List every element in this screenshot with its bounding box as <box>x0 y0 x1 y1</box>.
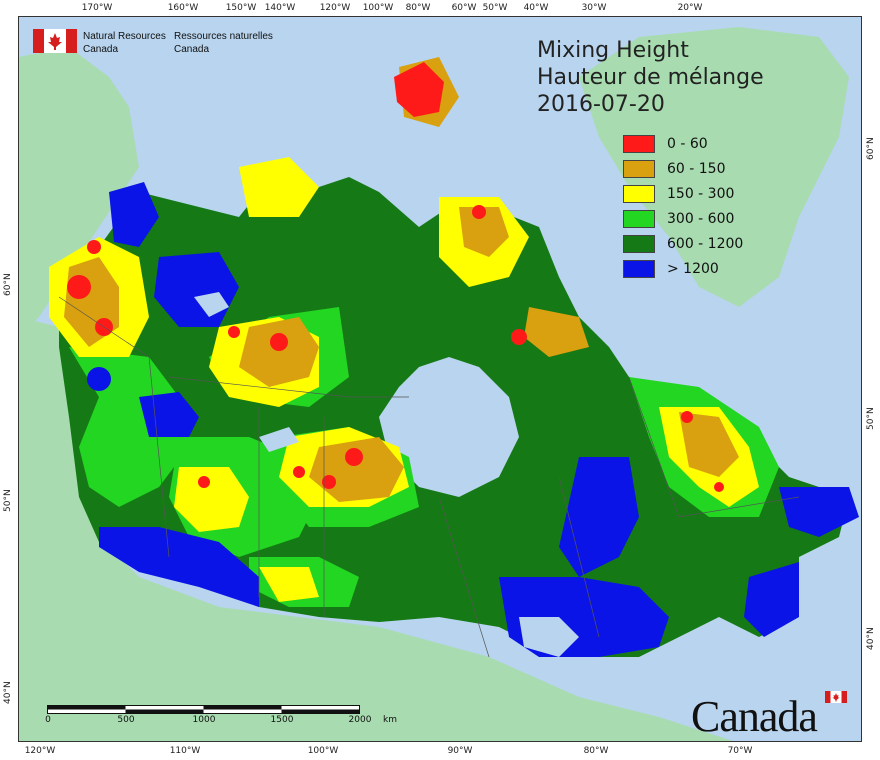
scale-label-2000: 2000 <box>348 715 372 725</box>
map-title: Mixing Height Hauteur de mélange 2016-07… <box>537 37 764 118</box>
land-alaska-west <box>19 47 139 337</box>
mixing-height-map <box>19 17 861 741</box>
top-tick-150w: 150°W <box>225 3 257 13</box>
region-0-60-spot <box>198 476 210 488</box>
scale-label-500: 500 <box>117 715 135 725</box>
bottom-tick-80w: 80°W <box>583 746 609 756</box>
region-150-300-alberta <box>174 467 249 532</box>
region-0-60-spot <box>714 482 724 492</box>
region-gt-1200-maritimes <box>744 562 799 637</box>
region-0-60-spot <box>472 205 486 219</box>
bottom-tick-70w: 70°W <box>727 746 753 756</box>
legend-label: 600 - 1200 <box>667 236 744 252</box>
great-lakes <box>519 617 579 657</box>
agency-name-en: Natural Resources Canada <box>83 30 166 56</box>
scale-label-1500: 1500 <box>270 715 294 725</box>
legend-label: 60 - 150 <box>667 161 726 177</box>
region-0-60-spot <box>511 329 527 345</box>
region-gt-1200-spot <box>87 367 111 391</box>
region-gt-1200-arctic <box>109 182 159 247</box>
legend-label: 300 - 600 <box>667 211 735 227</box>
bottom-tick-90w: 90°W <box>447 746 473 756</box>
region-60-150-nwt <box>239 317 319 387</box>
canada-flag-icon <box>33 29 77 53</box>
top-tick-80w: 80°W <box>405 3 431 13</box>
hudson-bay <box>379 357 519 497</box>
region-0-60-spot <box>228 326 240 338</box>
legend-swatch <box>623 235 655 253</box>
region-0-60-spot <box>67 275 91 299</box>
region-0-60-spot <box>270 333 288 351</box>
legend-swatch <box>623 210 655 228</box>
region-gt-1200-quebec <box>559 457 639 577</box>
top-tick-120w: 120°W <box>319 3 351 13</box>
left-tick-60n: 60°N <box>3 273 13 296</box>
scale-bar: 0 500 1000 1500 2000 km <box>45 705 397 729</box>
top-tick-50w: 50°W <box>482 3 508 13</box>
land-usa <box>19 317 733 741</box>
scale-label-0: 0 <box>45 715 51 725</box>
legend-label: 150 - 300 <box>667 186 735 202</box>
top-tick-30w: 30°W <box>581 3 607 13</box>
great-bear-lake <box>194 292 229 317</box>
bottom-tick-120w: 120°W <box>24 746 56 756</box>
legend-label: 0 - 60 <box>667 136 708 152</box>
top-tick-40w: 40°W <box>523 3 549 13</box>
legend-swatch <box>623 135 655 153</box>
scale-bar-graphic <box>47 705 360 714</box>
region-0-60-spot <box>322 475 336 489</box>
region-150-300-south <box>259 567 319 602</box>
title-date: 2016-07-20 <box>537 92 665 117</box>
region-0-60-spot <box>681 411 693 423</box>
agency-fr-line1: Ressources naturelles <box>174 31 273 42</box>
top-tick-140w: 140°W <box>264 3 296 13</box>
region-60-150-quebec <box>679 412 739 477</box>
region-0-60-ellesmere <box>394 62 444 117</box>
top-tick-170w: 170°W <box>81 3 113 13</box>
agency-en-line1: Natural Resources <box>83 31 166 42</box>
legend-label: > 1200 <box>667 261 719 277</box>
left-tick-50n: 50°N <box>3 489 13 512</box>
right-tick-60n: 60°N <box>866 137 876 160</box>
map-panel: Natural Resources Canada Ressources natu… <box>18 16 862 742</box>
bottom-tick-110w: 110°W <box>169 746 201 756</box>
left-tick-40n: 40°N <box>3 681 13 704</box>
top-tick-100w: 100°W <box>362 3 394 13</box>
scale-unit: km <box>383 715 397 725</box>
agency-en-line2: Canada <box>83 44 119 55</box>
bottom-tick-100w: 100°W <box>307 746 339 756</box>
legend-swatch <box>623 260 655 278</box>
agency-fr-line2: Canada <box>174 44 210 55</box>
agency-name-fr: Ressources naturelles Canada <box>174 30 273 56</box>
top-tick-160w: 160°W <box>167 3 199 13</box>
region-gt-1200-alberta <box>139 392 199 437</box>
legend-swatch <box>623 185 655 203</box>
region-150-300-arctic <box>239 157 319 217</box>
right-tick-40n: 40°N <box>866 627 876 650</box>
region-gt-1200-south-bc <box>99 527 259 607</box>
title-fr: Hauteur de mélange <box>537 65 764 90</box>
land-greenland <box>579 27 849 307</box>
right-tick-50n: 50°N <box>866 407 876 430</box>
region-0-60-spot <box>87 240 101 254</box>
region-0-60-spot <box>293 466 305 478</box>
legend-swatch <box>623 160 655 178</box>
region-60-150-baffin <box>459 207 509 257</box>
provincial-boundaries <box>58 296 800 658</box>
region-60-150-baffin-south <box>524 307 589 357</box>
title-en: Mixing Height <box>537 38 689 63</box>
top-tick-60w: 60°W <box>451 3 477 13</box>
region-0-60-spot <box>345 448 363 466</box>
wordmark-flag-icon <box>825 691 847 703</box>
canada-wordmark: Canada <box>691 692 818 741</box>
lake-athabasca <box>259 427 299 452</box>
top-tick-20w: 20°W <box>677 3 703 13</box>
region-gt-1200-newfoundland <box>779 487 859 537</box>
scale-label-1000: 1000 <box>192 715 216 725</box>
